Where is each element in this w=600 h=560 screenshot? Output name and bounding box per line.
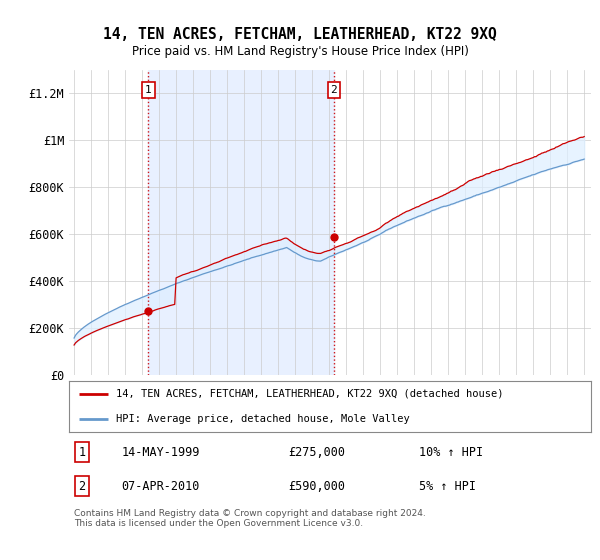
Text: 5% ↑ HPI: 5% ↑ HPI xyxy=(419,479,476,493)
Text: 14-MAY-1999: 14-MAY-1999 xyxy=(121,446,200,459)
Bar xyxy=(148,70,334,375)
Text: 2: 2 xyxy=(79,479,86,493)
Text: 1: 1 xyxy=(79,446,86,459)
Text: Price paid vs. HM Land Registry's House Price Index (HPI): Price paid vs. HM Land Registry's House … xyxy=(131,45,469,58)
Text: £275,000: £275,000 xyxy=(288,446,345,459)
Text: 1: 1 xyxy=(145,85,152,95)
Text: 07-APR-2010: 07-APR-2010 xyxy=(121,479,200,493)
Text: 10% ↑ HPI: 10% ↑ HPI xyxy=(419,446,483,459)
Text: 14, TEN ACRES, FETCHAM, LEATHERHEAD, KT22 9XQ (detached house): 14, TEN ACRES, FETCHAM, LEATHERHEAD, KT2… xyxy=(116,389,503,399)
Text: 2: 2 xyxy=(331,85,337,95)
Text: HPI: Average price, detached house, Mole Valley: HPI: Average price, detached house, Mole… xyxy=(116,414,410,424)
Text: 14, TEN ACRES, FETCHAM, LEATHERHEAD, KT22 9XQ: 14, TEN ACRES, FETCHAM, LEATHERHEAD, KT2… xyxy=(103,27,497,42)
Text: Contains HM Land Registry data © Crown copyright and database right 2024.
This d: Contains HM Land Registry data © Crown c… xyxy=(74,508,426,528)
Text: £590,000: £590,000 xyxy=(288,479,345,493)
